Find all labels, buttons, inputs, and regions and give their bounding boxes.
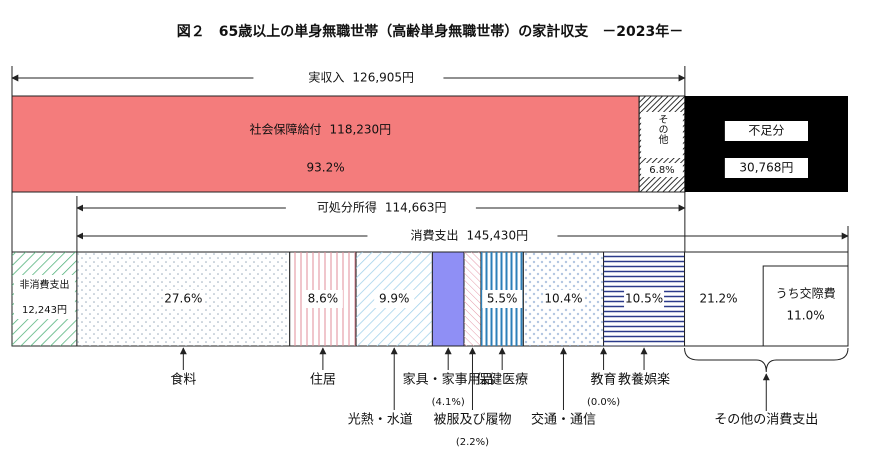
label-bg [724, 158, 808, 178]
brace [684, 347, 849, 373]
category-label: 光熱・水道 [348, 413, 413, 428]
category-label: 教養娯楽 [618, 372, 670, 388]
value-label: 8.6% [308, 292, 339, 306]
label-bg [624, 290, 665, 308]
chart-title: 図２ 65歳以上の単身無職世帯（高齢単身無職世帯）の家計収支 －2023年－ [177, 23, 683, 40]
category-label: その他の消費支出 [714, 413, 818, 428]
income-segment [11, 95, 640, 193]
label: 実収入 [308, 70, 344, 85]
sub-value: 11.0% [787, 309, 825, 323]
segment-name: その他 [656, 114, 668, 145]
label-bg [482, 290, 523, 308]
sub-segment [762, 265, 849, 347]
segment-name: 非消費支出 [19, 278, 69, 291]
sub-name: うち交際費 [776, 286, 836, 301]
label: 可処分所得 [317, 200, 377, 215]
category-label: 食料 [170, 372, 196, 388]
category-label: 住居 [310, 373, 336, 388]
value-label: 9.9% [379, 292, 410, 306]
value-label: 27.6% [164, 292, 202, 306]
label-bg [641, 112, 683, 158]
value-label: 10.5% [625, 292, 663, 306]
label-bg [163, 290, 204, 308]
label: 社会保障給付 [250, 122, 322, 137]
amount: 145,430円 [466, 229, 528, 243]
label-bg [367, 227, 558, 245]
amount: 118,230円 [330, 123, 392, 137]
label-bg [641, 163, 683, 177]
share-label: 93.2% [306, 161, 344, 175]
pattern [463, 252, 481, 346]
category-label: 家具・家事用品 [403, 372, 494, 388]
category-label: 保健医療 [476, 373, 528, 388]
label: 消費支出 [410, 228, 458, 243]
label-bg [698, 290, 739, 308]
amount: 12,243円 [22, 305, 67, 316]
value-label: (4.1%) [432, 397, 465, 408]
label-bg [302, 290, 343, 308]
value-label: (0.0%) [587, 397, 620, 408]
category-label: 教育 [591, 372, 617, 388]
amount: 126,905円 [352, 71, 414, 85]
share-label: 6.8% [649, 165, 674, 176]
label-bg [543, 290, 584, 308]
category-label: 被服及び履物 [433, 413, 511, 428]
label-bg [285, 199, 476, 217]
deficit-name: 不足分 [748, 124, 784, 138]
label-bg [724, 121, 808, 141]
value-label: 10.4% [544, 292, 582, 306]
value-label: 21.2% [699, 292, 737, 306]
value-label: 5.5% [487, 292, 518, 306]
label-bg [253, 69, 444, 87]
category-label: 交通・通信 [531, 412, 596, 428]
segment [431, 251, 465, 347]
label-bg [14, 275, 75, 319]
value-label: (2.2%) [456, 437, 489, 448]
deficit-amount: 30,768円 [739, 161, 793, 175]
label-bg [374, 290, 415, 308]
amount: 114,663円 [385, 201, 447, 215]
